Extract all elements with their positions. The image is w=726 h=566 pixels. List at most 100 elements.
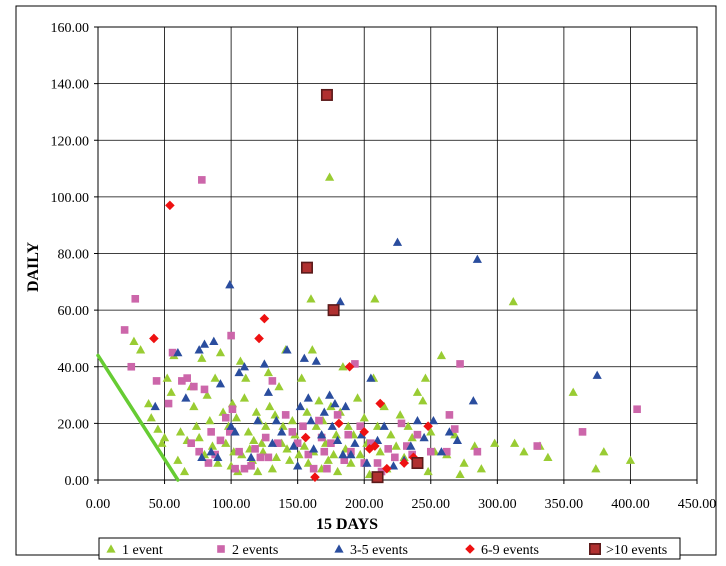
x-tick-label: 300.00 [478, 497, 517, 512]
data-point [373, 459, 382, 467]
data-point [397, 419, 406, 428]
data-point [323, 455, 333, 464]
data-point [259, 313, 270, 324]
data-point [265, 401, 275, 411]
data-point [240, 464, 249, 473]
data-point [359, 413, 369, 422]
data-point [271, 452, 281, 462]
data-point [131, 295, 140, 303]
data-point [568, 387, 578, 396]
data-point [325, 172, 335, 181]
data-point [143, 398, 154, 408]
data-point [372, 421, 383, 430]
data-point [189, 401, 199, 411]
data-point [326, 401, 336, 411]
data-point [426, 427, 436, 436]
data-point [379, 421, 389, 430]
data-point [314, 396, 324, 405]
data-point [340, 456, 349, 464]
data-point [181, 393, 191, 402]
data-point [243, 427, 254, 436]
data-point [359, 427, 370, 437]
data-point [173, 347, 183, 357]
data-point [367, 439, 375, 447]
data-point [473, 447, 482, 456]
data-point [391, 453, 399, 462]
data-point [213, 458, 223, 467]
data-point [472, 254, 482, 263]
data-point [256, 453, 265, 462]
data-point [166, 387, 176, 396]
data-point [225, 280, 235, 289]
x-axis-label: 15 DAYS [316, 516, 378, 533]
data-point [216, 436, 225, 445]
data-point [335, 297, 345, 306]
data-point [407, 432, 417, 442]
data-point [625, 455, 636, 464]
data-point [120, 326, 129, 334]
data-point [370, 294, 380, 303]
data-point [306, 294, 316, 303]
data-point [264, 453, 273, 462]
ticks: 0.00 20.00 40.00 60.00 80.00 100.00 120.00 140.… [51, 21, 717, 512]
data-point [261, 421, 271, 430]
data-point [338, 362, 348, 371]
data-point [258, 447, 268, 456]
data-point [329, 449, 339, 459]
data-point [423, 466, 433, 476]
legend-label: 6-9 events [481, 543, 539, 558]
data-point [450, 430, 460, 439]
data-point [215, 347, 226, 357]
data-point [190, 382, 198, 391]
data-point [386, 430, 396, 439]
data-point [187, 439, 195, 447]
data-point [135, 345, 146, 354]
data-point [235, 447, 243, 456]
data-point [146, 413, 156, 422]
data-point [418, 396, 428, 405]
data-point [225, 428, 234, 436]
data-point [295, 401, 305, 411]
data-point [175, 427, 186, 436]
data-point [254, 333, 264, 344]
x-tick-label: 100.00 [212, 497, 251, 512]
data-point [375, 447, 385, 456]
y-tick-label: 0.00 [65, 474, 90, 489]
data-point [334, 418, 344, 429]
data-point [293, 461, 303, 470]
data-point [239, 393, 250, 402]
y-tick-label: 80.00 [58, 248, 90, 263]
data-point [271, 415, 281, 425]
data-point [227, 398, 238, 408]
data-point [239, 362, 250, 371]
data-point [303, 458, 313, 467]
data-point [399, 458, 409, 468]
data-point [152, 377, 161, 385]
data-point [442, 447, 451, 456]
data-point [343, 421, 353, 430]
x-tick-label: 150.00 [278, 497, 317, 512]
data-point [213, 452, 223, 462]
data-point [403, 421, 413, 430]
data-point [226, 421, 236, 430]
series-2 [150, 237, 602, 470]
data-point [202, 390, 212, 399]
data-point [344, 430, 353, 439]
data-point [299, 441, 309, 450]
data-point [444, 427, 455, 436]
data-point [330, 398, 340, 408]
data-point [300, 432, 311, 443]
data-point [591, 464, 601, 473]
data-point [307, 345, 317, 354]
data-point [543, 452, 553, 462]
data-point [406, 441, 416, 450]
data-point [436, 447, 447, 456]
data-point [253, 466, 263, 476]
data-point [412, 387, 423, 396]
x-tick-label: 450.00 [678, 497, 717, 512]
data-point [179, 466, 190, 476]
data-point [351, 360, 359, 368]
data-point [227, 331, 235, 340]
data-point [350, 438, 360, 447]
legend-label: 2 events [232, 543, 278, 558]
